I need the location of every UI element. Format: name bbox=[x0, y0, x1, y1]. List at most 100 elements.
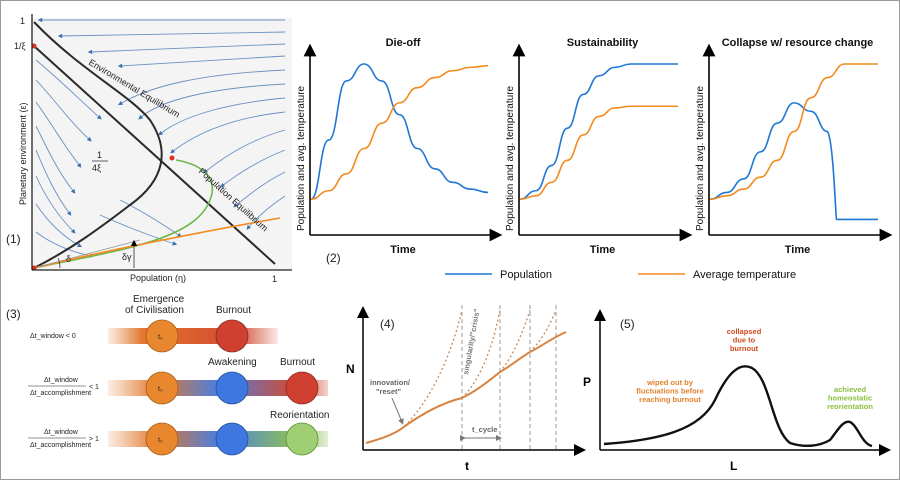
collapsed-annotation-line: burnout bbox=[730, 344, 759, 353]
singularity-label: singularity/"crisis" bbox=[461, 308, 482, 376]
phase-y-mid-tick: 1/ξ bbox=[14, 41, 26, 51]
runaway-curve-3 bbox=[499, 309, 531, 373]
chart-title: Collapse w/ resource change bbox=[722, 37, 874, 49]
flow-line bbox=[158, 97, 286, 136]
row2-emergence-node bbox=[145, 371, 179, 405]
row1-condition: Δt_window < 0 bbox=[30, 333, 76, 340]
burnout-label-row2: Burnout bbox=[280, 357, 315, 368]
innovation-label-line2: "reset" bbox=[376, 387, 401, 396]
row3-awakening-node bbox=[215, 422, 249, 456]
burnout-label-row1: Burnout bbox=[216, 305, 251, 316]
flow-field bbox=[35, 17, 286, 258]
row1-bar bbox=[108, 328, 278, 344]
fixed-point-top bbox=[31, 43, 37, 49]
panel-label-3: (3) bbox=[6, 307, 21, 321]
flow-line bbox=[35, 231, 95, 258]
chart-x-label: Time bbox=[785, 244, 810, 256]
distribution-y-label: P bbox=[583, 375, 591, 389]
row3-reorientation-node bbox=[285, 422, 319, 456]
chart-y-label: Population and avg. temperature bbox=[505, 85, 516, 231]
phase-portrait: 1 1/ξ 1 Planetary environment (ε) Popula… bbox=[14, 14, 292, 284]
chart-x-label: Time bbox=[390, 244, 415, 256]
flow-line bbox=[170, 111, 286, 154]
flow-line bbox=[35, 79, 92, 142]
phase-y-label: Planetary environment (ε) bbox=[18, 102, 28, 205]
flow-line bbox=[246, 195, 286, 230]
innovation-arrow bbox=[391, 397, 404, 425]
flow-line bbox=[233, 171, 286, 208]
temperature-line bbox=[310, 64, 489, 200]
population-equilibrium-line bbox=[33, 45, 276, 265]
panel-label-5: (5) bbox=[620, 317, 635, 331]
row1-emergence-node bbox=[145, 319, 179, 353]
growth-x-label: t bbox=[465, 459, 469, 473]
innovation-label-line1: innovation/ bbox=[370, 378, 411, 387]
panel-label-1: (1) bbox=[6, 232, 21, 246]
row3-emergence-node bbox=[145, 422, 179, 456]
flow-line bbox=[35, 125, 76, 194]
flow-line bbox=[87, 43, 286, 55]
population-line bbox=[709, 102, 878, 221]
delta-gamma-symbol: δγ bbox=[122, 252, 132, 262]
runaway-curve-4 bbox=[529, 309, 557, 353]
row2-denominator: Δt_accomplishment bbox=[30, 390, 91, 397]
temperature-line bbox=[519, 105, 678, 200]
phase-x-label: Population (η) bbox=[130, 273, 186, 283]
flow-line bbox=[57, 31, 286, 39]
reorientation-label: Reorientation bbox=[270, 410, 329, 421]
row3-numerator: Δt_window bbox=[44, 429, 79, 436]
flow-line bbox=[203, 129, 286, 174]
flow-line bbox=[220, 149, 286, 188]
chart-collapse: Collapse w/ resource change Time Populatio… bbox=[695, 37, 893, 256]
row3-comparison: > 1 bbox=[89, 436, 99, 443]
collapsed-annotation-line: collapsed bbox=[727, 327, 762, 336]
row2-burnout-node bbox=[285, 371, 319, 405]
flow-line bbox=[35, 59, 102, 120]
distribution-curve bbox=[603, 365, 873, 448]
legend-temperature-label: Average temperature bbox=[693, 269, 796, 281]
reorientation-annotation-line: achieved bbox=[834, 385, 867, 394]
wiped-out-annotation-line: reaching burnout bbox=[639, 395, 701, 404]
population-line bbox=[519, 63, 678, 200]
delta-ray bbox=[33, 239, 141, 269]
tcycle-label: t_cycle bbox=[472, 425, 497, 434]
collapsed-annotation-line: due to bbox=[733, 336, 756, 345]
chart-legend: Population Average temperature bbox=[445, 269, 796, 281]
fixed-point-origin bbox=[31, 265, 37, 271]
row1-burnout-node bbox=[215, 319, 249, 353]
panel-label-2: (2) bbox=[326, 251, 341, 265]
chart-y-label: Population and avg. temperature bbox=[296, 85, 307, 231]
delta-symbol: δ bbox=[66, 254, 71, 264]
row2-numerator: Δt_window bbox=[44, 377, 79, 384]
phase-y-top-tick: 1 bbox=[20, 16, 25, 26]
row1-t0: t₀ bbox=[158, 334, 163, 341]
awakening-label: Awakening bbox=[208, 357, 257, 368]
flow-line bbox=[35, 175, 76, 234]
chart-x-label: Time bbox=[590, 244, 615, 256]
legend-population-label: Population bbox=[500, 269, 552, 281]
wiped-out-annotation-line: fluctuations before bbox=[636, 387, 704, 396]
panel-label-4: (4) bbox=[380, 317, 395, 331]
row3-t0: t₀ bbox=[158, 437, 163, 444]
runaway-curve-1 bbox=[404, 309, 463, 427]
environmental-equilibrium-curve bbox=[33, 21, 163, 269]
fraction-denominator: 4ξ bbox=[92, 163, 101, 173]
growth-panel: N t innovation/ "reset" singularity/"cri… bbox=[346, 305, 586, 473]
fixed-point-middle bbox=[169, 155, 175, 161]
chart-title: Die-off bbox=[386, 37, 421, 49]
flow-line bbox=[35, 101, 82, 168]
growth-curve bbox=[365, 331, 567, 444]
chart-sustainability: Sustainability Time Population and avg. te… bbox=[505, 37, 693, 256]
flow-line bbox=[138, 83, 286, 120]
phase-x-end-tick: 1 bbox=[272, 274, 277, 284]
delta-angle-arc bbox=[57, 257, 61, 269]
wiped-out-annotation-line: wiped out by bbox=[646, 378, 694, 387]
fraction-numerator: 1 bbox=[97, 150, 102, 160]
chart-y-label: Population and avg. temperature bbox=[695, 85, 706, 231]
green-trajectory bbox=[33, 159, 214, 269]
temperature-line bbox=[709, 63, 878, 200]
distribution-x-label: L bbox=[730, 459, 737, 473]
